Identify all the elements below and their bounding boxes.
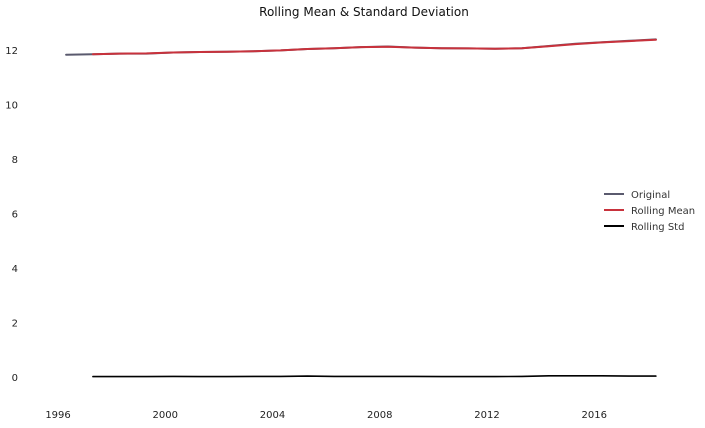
x-tick-label: 2008 (367, 410, 392, 421)
x-tick-label: 1996 (45, 410, 70, 421)
y-tick-label: 4 (12, 264, 18, 275)
x-tick-label: 2012 (474, 410, 499, 421)
series-line-rolling-mean (91, 38, 657, 56)
plot-area (65, 38, 657, 378)
y-tick-label: 10 (5, 100, 18, 111)
y-tick-label: 6 (12, 209, 18, 220)
y-tick-label: 0 (12, 373, 18, 384)
x-tick-label: 2004 (260, 410, 285, 421)
legend-label-rolling-mean: Rolling Mean (631, 206, 695, 217)
legend-label-rolling-std: Rolling Std (631, 222, 684, 233)
chart-title: Rolling Mean & Standard Deviation (259, 5, 469, 19)
legend: Original Rolling Mean Rolling Std (604, 190, 695, 233)
legend-label-original: Original (631, 190, 670, 201)
x-axis: 1996 2000 2004 2008 2012 2016 (45, 410, 607, 421)
x-tick-label: 2016 (582, 410, 607, 421)
y-tick-label: 2 (12, 318, 18, 329)
x-tick-label: 2000 (153, 410, 178, 421)
series-line-rolling-std (92, 374, 657, 378)
y-tick-label: 12 (5, 46, 18, 57)
y-axis: 0 2 4 6 8 10 12 (5, 46, 18, 384)
y-tick-label: 8 (12, 155, 18, 166)
